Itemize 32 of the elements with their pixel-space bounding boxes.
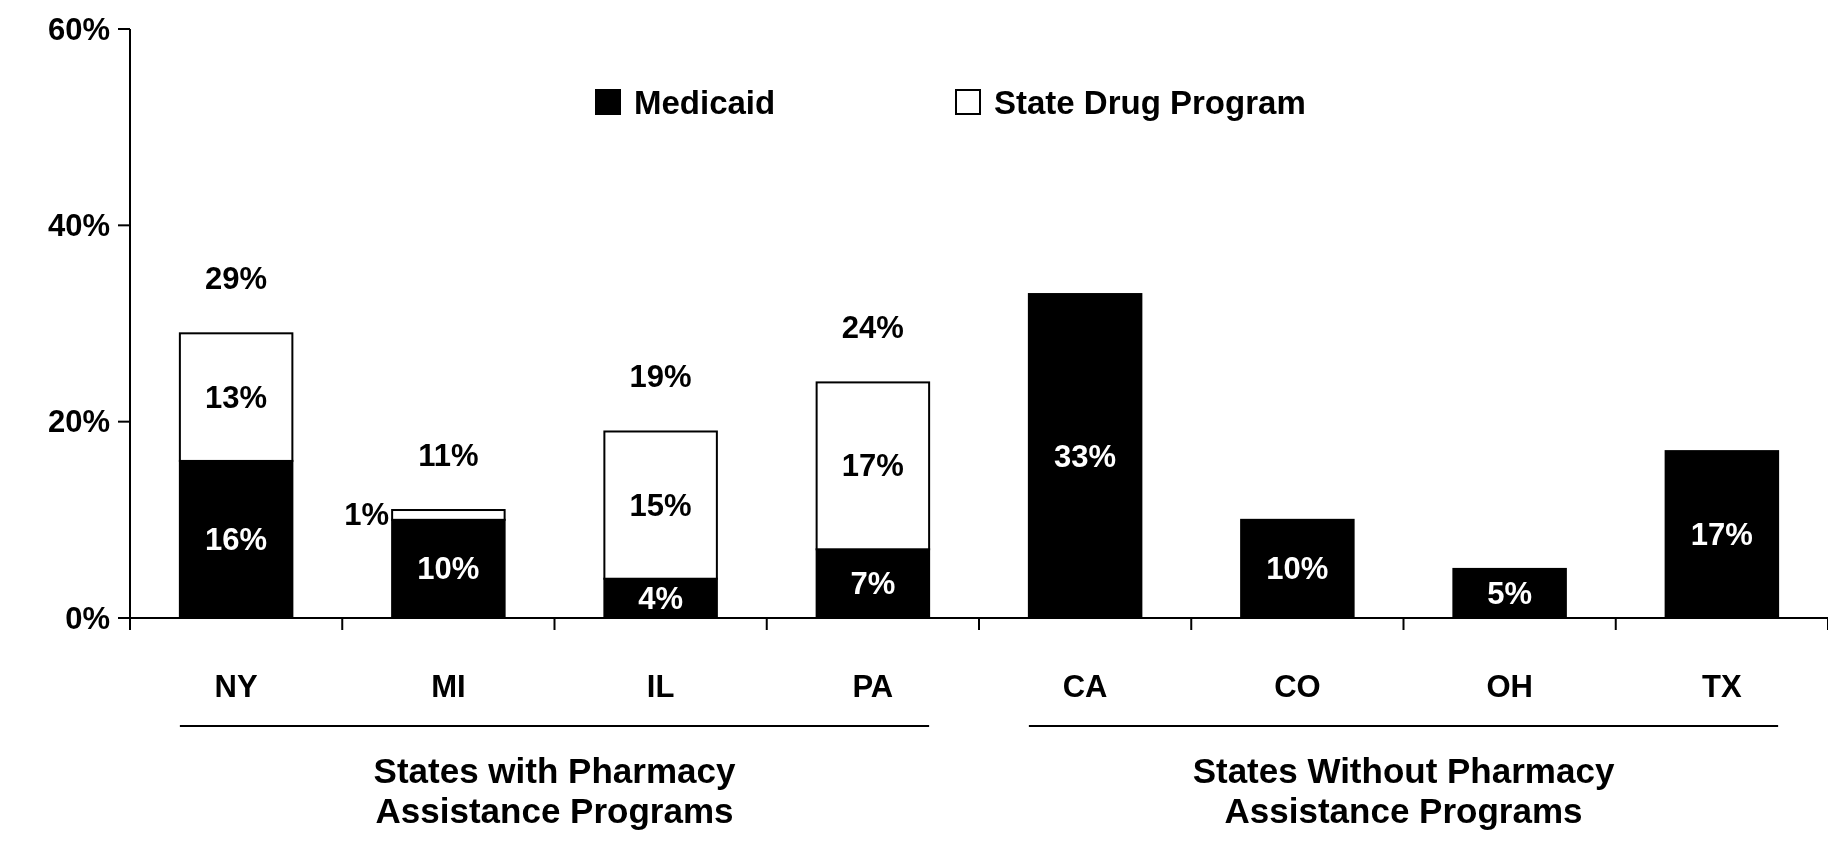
legend-label: State Drug Program xyxy=(994,83,1306,121)
y-tick-label: 60% xyxy=(47,11,110,47)
data-label: 10% xyxy=(417,551,480,587)
x-tick-label: MI xyxy=(431,668,466,704)
x-tick-label: IL xyxy=(646,668,675,704)
x-tick-label: NY xyxy=(214,668,258,704)
total-label: 24% xyxy=(841,309,904,345)
y-tick-label: 20% xyxy=(47,404,110,440)
total-label: 29% xyxy=(205,260,268,296)
data-label: 13% xyxy=(205,379,268,415)
y-tick-label: 0% xyxy=(65,600,110,636)
x-tick-label: TX xyxy=(1702,668,1742,704)
text: States with Pharmacy Assistance Programs xyxy=(373,750,736,830)
legend-label: Medicaid xyxy=(634,83,776,121)
data-label: 17% xyxy=(841,448,904,484)
x-tick-label: CO xyxy=(1274,668,1321,704)
y-tick-label: 40% xyxy=(47,207,110,243)
data-label: 7% xyxy=(850,566,896,602)
data-label: 33% xyxy=(1054,438,1117,474)
x-tick-label: OH xyxy=(1486,668,1533,704)
text: States Without Pharmacy Assistance Programs xyxy=(1192,750,1615,830)
x-tick-label: PA xyxy=(852,668,894,704)
x-tick-label: CA xyxy=(1062,668,1108,704)
data-label: 15% xyxy=(629,487,692,523)
data-label: 5% xyxy=(1487,575,1533,611)
data-label: 10% xyxy=(1266,551,1329,587)
data-label: 4% xyxy=(638,580,684,616)
total-label: 19% xyxy=(629,358,692,394)
total-label: 11% xyxy=(418,437,479,473)
data-label: 17% xyxy=(1690,517,1753,553)
data-label: 16% xyxy=(205,521,268,557)
data-label: 1% xyxy=(344,497,390,533)
